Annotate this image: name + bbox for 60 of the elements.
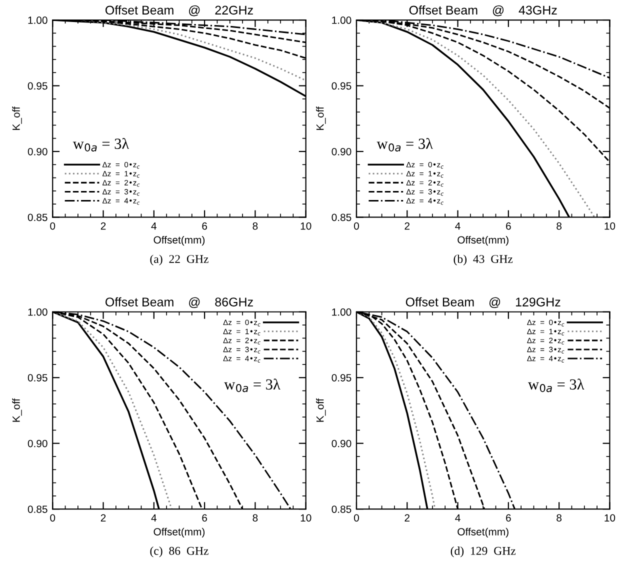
y-tick-label: 1.00 xyxy=(28,308,48,316)
y-tick-label: 0.90 xyxy=(28,148,48,156)
x-tick-label: 10 xyxy=(604,222,616,230)
x-tick-label: 10 xyxy=(300,514,312,522)
x-axis-title: Offset(mm) xyxy=(458,528,508,538)
y-axis-title: K_off xyxy=(316,106,326,130)
x-tick-label: 4 xyxy=(455,514,460,522)
text: (d) 129 GHz xyxy=(450,546,516,558)
x-tick-label: 0 xyxy=(50,514,56,522)
x-tick-label: 2 xyxy=(404,222,410,230)
x-tick-label: 8 xyxy=(556,222,562,230)
y-tick-label: 0.85 xyxy=(28,506,48,513)
x-tick-label: 0 xyxy=(50,222,56,230)
y-tick-label: 0.95 xyxy=(28,82,48,90)
text: (c) 86 GHz xyxy=(150,546,208,558)
x-tick-label: 6 xyxy=(202,514,207,522)
text: (a) 22 GHz xyxy=(150,254,208,266)
x-tick-label: 6 xyxy=(506,514,511,522)
x-tick-label: 2 xyxy=(100,222,106,230)
y-tick-label: 0.85 xyxy=(332,214,352,222)
y-tick-label: 0.90 xyxy=(28,440,48,448)
chart-title: Offset Beam @ 22GHz xyxy=(106,5,253,16)
x-tick-label: 8 xyxy=(252,514,258,522)
y-tick-label: 0.85 xyxy=(28,214,48,222)
y-tick-label: 0.85 xyxy=(332,506,352,513)
x-axis-title: Offset(mm) xyxy=(154,528,205,538)
annotation: w$_{0a}$ = 3λ xyxy=(72,138,130,152)
chart-title: Offset Beam @ 86GHz xyxy=(106,297,253,308)
chart-title: Offset Beam @ 43GHz xyxy=(409,5,557,16)
x-axis-title: Offset(mm) xyxy=(154,236,205,246)
x-tick-label: 4 xyxy=(151,514,156,522)
text: (b) 43 GHz xyxy=(454,254,513,266)
x-tick-label: 2 xyxy=(100,514,106,522)
x-tick-label: 4 xyxy=(455,222,460,230)
x-tick-label: 8 xyxy=(252,222,258,230)
annotation: w$_{0a}$ = 3λ xyxy=(224,378,280,392)
y-tick-label: 0.95 xyxy=(332,374,352,382)
x-tick-label: 6 xyxy=(506,222,511,230)
y-tick-label: 0.90 xyxy=(332,148,352,156)
y-tick-label: 0.95 xyxy=(28,374,48,382)
y-axis-title: K_off xyxy=(12,398,22,422)
x-tick-label: 4 xyxy=(151,222,156,230)
x-tick-label: 6 xyxy=(202,222,207,230)
y-tick-label: 1.00 xyxy=(332,308,352,316)
y-tick-label: 1.00 xyxy=(28,16,48,24)
y-axis-title: K_off xyxy=(316,398,326,422)
x-tick-label: 10 xyxy=(604,514,616,522)
x-tick-label: 0 xyxy=(354,222,359,230)
x-tick-label: 10 xyxy=(300,222,312,230)
x-tick-label: 2 xyxy=(404,514,410,522)
annotation: w$_{0a}$ = 3λ xyxy=(528,378,584,392)
x-axis-title: Offset(mm) xyxy=(458,236,508,246)
x-tick-label: 0 xyxy=(354,514,359,522)
y-tick-label: 0.90 xyxy=(332,440,352,448)
chart-title: Offset Beam @ 129GHz xyxy=(406,297,560,308)
annotation: w$_{0a}$ = 3λ xyxy=(376,138,433,152)
x-tick-label: 8 xyxy=(556,514,562,522)
y-tick-label: 1.00 xyxy=(332,16,352,24)
y-axis-title: K_off xyxy=(12,106,22,130)
y-tick-label: 0.95 xyxy=(332,82,352,90)
